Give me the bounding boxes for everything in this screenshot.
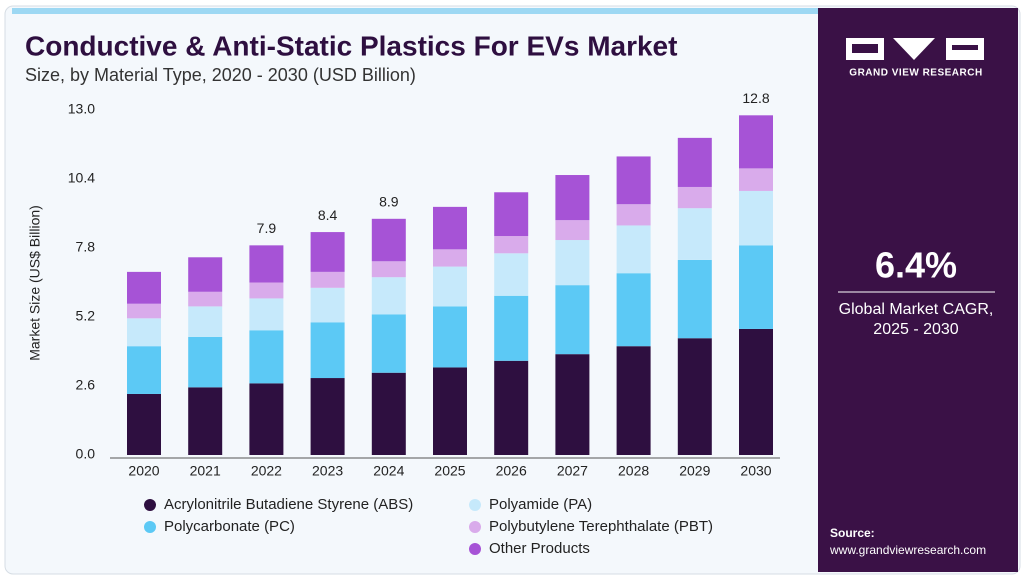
y-tick-label: 10.4 — [68, 170, 95, 186]
y-tick-label: 2.6 — [76, 377, 96, 393]
bar-segment — [555, 220, 590, 241]
bar-segment — [127, 346, 161, 394]
bar-segment — [371, 261, 406, 278]
bar-segment — [249, 298, 284, 331]
bar-segment — [677, 338, 712, 455]
bar-segment — [739, 115, 773, 169]
x-tick-label: 2025 — [434, 463, 465, 479]
bar-segment — [371, 314, 406, 373]
chart-title: Conductive & Anti-Static Plastics For EV… — [25, 30, 677, 61]
total-label: 12.8 — [742, 90, 769, 106]
legend-label: Polycarbonate (PC) — [164, 518, 295, 535]
bar-segment — [433, 367, 467, 455]
bar-segment — [127, 303, 161, 319]
bar-segment — [249, 245, 284, 283]
bar-segment — [371, 218, 406, 262]
bar-segment — [188, 291, 223, 307]
bar-segment — [677, 137, 712, 187]
bar-segment — [127, 393, 161, 455]
bar-segment — [494, 295, 529, 361]
bar-segment — [677, 208, 712, 260]
bar-segment — [249, 330, 284, 384]
x-tick-label: 2020 — [128, 463, 159, 479]
logo — [846, 38, 984, 60]
bar-segment — [249, 383, 284, 455]
bar-segment — [433, 249, 467, 267]
bar-segment — [616, 273, 651, 347]
x-tick-label: 2030 — [740, 463, 771, 479]
bar-segment — [555, 175, 590, 221]
x-tick-label: 2028 — [618, 463, 649, 479]
x-tick-label: 2021 — [190, 463, 221, 479]
y-tick-label: 0.0 — [76, 446, 96, 462]
bar-segment — [494, 236, 529, 254]
cagr-value: 6.4% — [875, 245, 957, 286]
x-tick-label: 2029 — [679, 463, 710, 479]
y-tick-label: 5.2 — [76, 308, 96, 324]
legend-label: Polyamide (PA) — [489, 496, 592, 513]
legend-swatch — [144, 521, 156, 533]
bar-segment — [616, 225, 651, 274]
source-url: www.grandviewresearch.com — [829, 543, 986, 557]
bar-segment — [188, 336, 223, 388]
total-label: 7.9 — [257, 220, 277, 236]
top-strip — [12, 8, 818, 14]
bar-segment — [494, 192, 529, 237]
bar-segment — [188, 387, 223, 455]
bar-segment — [310, 322, 345, 379]
bar-segment — [188, 257, 223, 292]
bar-segment — [555, 285, 590, 355]
legend-swatch — [469, 543, 481, 555]
bar-segment — [616, 204, 651, 226]
sidebar — [818, 8, 1018, 572]
bar-segment — [494, 360, 529, 455]
bar-segment — [310, 287, 345, 323]
brand: GRAND VIEW RESEARCH — [849, 68, 982, 79]
x-tick-label: 2023 — [312, 463, 343, 479]
bar-segment — [616, 346, 651, 455]
y-tick-label: 13.0 — [68, 101, 95, 117]
total-label: 8.9 — [379, 194, 399, 210]
legend-swatch — [469, 521, 481, 533]
bar-segment — [555, 354, 590, 455]
legend-label: Other Products — [489, 540, 590, 557]
legend-label: Acrylonitrile Butadiene Styrene (ABS) — [164, 496, 413, 513]
bar-segment — [310, 378, 345, 455]
bar-segment — [249, 282, 284, 299]
bar-segment — [433, 266, 467, 307]
x-tick-label: 2027 — [557, 463, 588, 479]
y-tick-label: 7.8 — [76, 239, 96, 255]
legend-swatch — [144, 499, 156, 511]
cagr-caption: 2025 - 2030 — [873, 321, 959, 338]
bar-segment — [555, 240, 590, 286]
x-tick-label: 2022 — [251, 463, 282, 479]
cagr-caption: Global Market CAGR, — [839, 301, 994, 318]
bar-segment — [677, 259, 712, 339]
bar-segment — [739, 190, 773, 246]
bar-segment — [494, 253, 529, 296]
bar-segment — [739, 168, 773, 191]
bar-segment — [677, 186, 712, 209]
total-label: 8.4 — [318, 207, 338, 223]
bar-segment — [310, 271, 345, 288]
chart-subtitle: Size, by Material Type, 2020 - 2030 (USD… — [25, 65, 416, 85]
bar-segment — [371, 277, 406, 315]
bar-segment — [433, 206, 467, 250]
bar-segment — [739, 328, 773, 455]
source-label: Source: — [830, 526, 875, 540]
x-tick-label: 2024 — [373, 463, 404, 479]
bar-segment — [371, 372, 406, 455]
bar-segment — [127, 318, 161, 347]
bar-segment — [127, 271, 161, 304]
legend-label: Polybutylene Terephthalate (PBT) — [489, 518, 713, 535]
bar-segment — [188, 306, 223, 337]
bar-segment — [433, 306, 467, 368]
legend-swatch — [469, 499, 481, 511]
bar-segment — [616, 156, 651, 205]
bar-segment — [739, 245, 773, 329]
x-tick-label: 2026 — [496, 463, 527, 479]
bar-segment — [310, 232, 345, 272]
y-axis-label: Market Size (US$ Billion) — [27, 205, 43, 361]
